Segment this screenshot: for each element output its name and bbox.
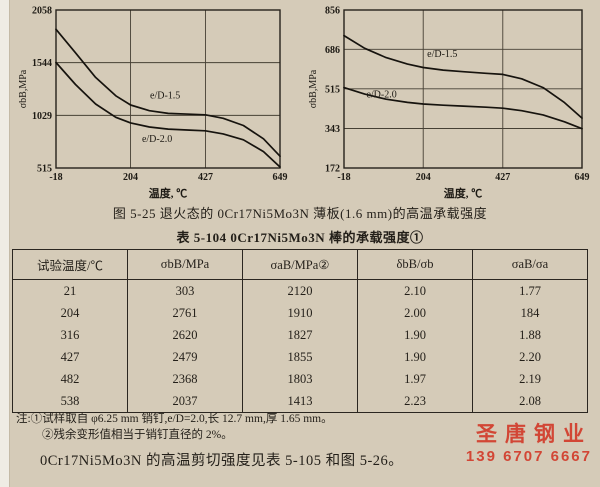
table-cell: 2037 xyxy=(127,390,243,413)
table-row: 316 2620 1827 1.90 1.88 xyxy=(13,324,588,346)
header-row: 试验温度/℃ σbB/MPa σaB/MPa② δbB/σb σaB/σa xyxy=(12,249,588,280)
table-cell: 2.10 xyxy=(357,279,473,302)
note-1: 注:①试样取自 φ6.25 mm 销钉,e/D=2.0,长 12.7 mm,厚 … xyxy=(16,413,333,425)
body-text: 0Cr17Ni5Mo3N 的高温剪切强度见表 5-105 和图 5-26。 xyxy=(40,453,404,469)
series-label: e/D-2.0 xyxy=(142,134,172,145)
table-cell: 2620 xyxy=(127,324,243,346)
y-tick-label: 2058 xyxy=(32,6,52,17)
table-cell: 2761 xyxy=(127,302,243,324)
y-tick-label: 686 xyxy=(325,45,340,56)
table-cell: 2479 xyxy=(127,346,243,368)
figure-caption: 图 5-25 退火态的 0Cr17Ni5Mo3N 薄板(1.6 mm)的高温承载… xyxy=(112,206,488,221)
chart-left-svg: 515 1029 1544 2058 -18 204 427 649 e/D-1.5 e/D-2.… xyxy=(18,6,288,201)
table-title: 表 5-104 0Cr17Ni5Mo3N 棒的承载强度① xyxy=(176,230,424,245)
chart-right-svg: 172 343 515 686 856 -18 204 427 649 e/D-1.5 e/D-2.… xyxy=(308,6,590,201)
plot-border xyxy=(55,9,281,169)
table-cell: 2.19 xyxy=(472,368,588,390)
table-row: 21 303 2120 2.10 1.77 xyxy=(13,279,588,302)
bearing-strength-table: 试验温度/℃ σbB/MPa σaB/MPa② δbB/σb σaB/σa 21 303 2… xyxy=(12,249,588,413)
watermark-phone: 139 6707 6667 xyxy=(465,448,592,465)
table-cell: 482 xyxy=(60,371,80,386)
table-body: 21 303 2120 2.10 1.77 204 2761 1910 2.00 184 316 26… xyxy=(13,279,588,413)
table-cell: 1803 xyxy=(242,368,358,390)
table-cell: 1827 xyxy=(242,324,358,346)
y-tick-label: 515 xyxy=(325,84,340,95)
x-tick-label: 427 xyxy=(495,172,510,183)
y-axis-label: σbB,MPa xyxy=(308,69,319,108)
watermark: 圣唐钢业 139 6707 6667 xyxy=(466,418,592,465)
table-row: 482 2368 1803 1.97 2.19 xyxy=(13,368,588,390)
x-tick-label: -18 xyxy=(49,172,62,183)
x-tick-label: 649 xyxy=(273,172,288,183)
x-axis-label: 温度, ℃ xyxy=(149,186,188,200)
table-cell: 1855 xyxy=(242,346,358,368)
table-cell: 204 xyxy=(60,305,80,320)
series-curve xyxy=(55,28,281,158)
plot-border xyxy=(343,9,583,169)
table-cell: 316 xyxy=(60,327,80,342)
series-label: e/D-2.0 xyxy=(366,89,396,100)
x-axis-label: 温度, ℃ xyxy=(444,186,483,200)
series-label: e/D-1.5 xyxy=(427,49,457,60)
note-2: ②残余变形值相当于销钉直径的 2%。 xyxy=(42,429,233,441)
column-header: σbB/MPa xyxy=(127,249,243,280)
y-tick-label: 1544 xyxy=(32,58,52,69)
table-cell: 1.77 xyxy=(472,279,588,302)
chart-bearing-strength-left: 515 1029 1544 2058 -18 204 427 649 e/D-1.5 e/D-2.… xyxy=(16,2,288,205)
table-cell: 2.23 xyxy=(357,390,473,413)
y-tick-label: 172 xyxy=(325,164,340,175)
table-cell: 303 xyxy=(127,279,243,302)
series-curve xyxy=(343,34,583,119)
table-cell: 1413 xyxy=(242,390,358,413)
y-tick-label: 1029 xyxy=(32,111,52,122)
table-cell: 538 xyxy=(60,393,80,408)
series-curve xyxy=(55,61,281,168)
table-cell: 1.88 xyxy=(472,324,588,346)
y-axis-label: σbB,MPa xyxy=(18,69,29,108)
table-cell: 2120 xyxy=(242,279,358,302)
table-row: 427 2479 1855 1.90 2.20 xyxy=(13,346,588,368)
table-cell: 2.20 xyxy=(472,346,588,368)
series-label: e/D-1.5 xyxy=(150,90,180,101)
scan-edge xyxy=(0,0,10,487)
table-row: 204 2761 1910 2.00 184 xyxy=(13,302,588,324)
column-header: σaB/σa xyxy=(472,249,588,280)
y-tick-label: 343 xyxy=(325,124,340,135)
table-cell: 427 xyxy=(60,349,80,364)
y-tick-label: 515 xyxy=(37,164,52,175)
x-tick-label: 204 xyxy=(123,172,138,183)
table-cell: 1.90 xyxy=(357,324,473,346)
table-cell: 1.90 xyxy=(357,346,473,368)
watermark-company: 圣唐钢业 xyxy=(476,422,592,446)
x-tick-label: 649 xyxy=(575,172,590,183)
column-header: δbB/σb xyxy=(357,249,473,280)
series-curve xyxy=(343,86,583,130)
table-header: 试验温度/℃ σbB/MPa σaB/MPa② δbB/σb σaB/σa xyxy=(12,249,588,280)
table-row: 538 2037 1413 2.23 2.08 xyxy=(13,390,588,413)
x-tick-label: 427 xyxy=(198,172,213,183)
table-notes: 注:①试样取自 φ6.25 mm 销钉,e/D=2.0,长 12.7 mm,厚 … xyxy=(16,411,333,443)
table-cell: 21 xyxy=(63,283,77,298)
table-cell: 1910 xyxy=(242,302,358,324)
column-header: 试验温度/℃ xyxy=(12,249,128,280)
table-cell: 1.97 xyxy=(357,368,473,390)
chart-bearing-strength-right: 172 343 515 686 856 -18 204 427 649 e/D-1.5 e/D-2.… xyxy=(306,2,590,205)
column-header: σaB/MPa② xyxy=(242,249,358,280)
y-tick-label: 856 xyxy=(325,6,340,17)
table-cell: 184 xyxy=(472,302,588,324)
x-tick-label: -18 xyxy=(337,172,350,183)
x-tick-label: 204 xyxy=(416,172,431,183)
table-cell: 2368 xyxy=(127,368,243,390)
table-cell: 2.00 xyxy=(357,302,473,324)
table-cell: 2.08 xyxy=(472,390,588,413)
